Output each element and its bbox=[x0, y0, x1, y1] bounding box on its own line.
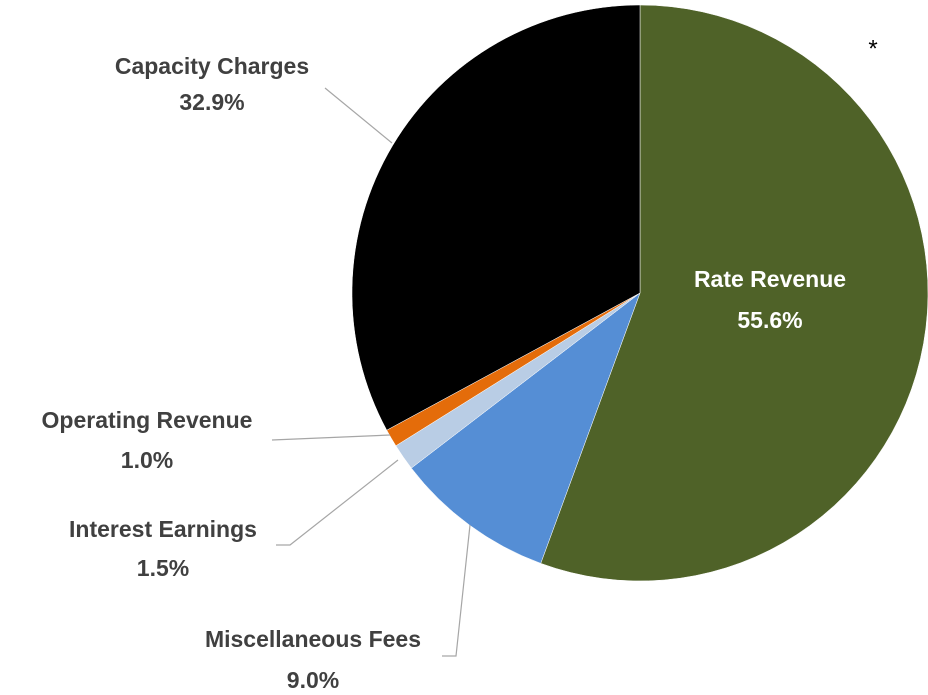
slice-label: Interest Earnings bbox=[69, 516, 257, 542]
slice-value-label: 9.0% bbox=[287, 667, 339, 693]
slice-value-label: 32.9% bbox=[179, 89, 244, 115]
leader-lines bbox=[271, 87, 471, 657]
pie-slice bbox=[351, 4, 641, 431]
slice-label: Rate Revenue bbox=[694, 266, 846, 292]
slice-label: Miscellaneous Fees bbox=[205, 626, 421, 652]
leader-line bbox=[276, 459, 399, 546]
slice-label: Operating Revenue bbox=[42, 407, 253, 433]
slice-label: Capacity Charges bbox=[115, 53, 309, 79]
leader-line bbox=[271, 434, 391, 441]
pie bbox=[351, 4, 928, 582]
leader-line bbox=[442, 524, 471, 657]
slice-value-label: 1.5% bbox=[137, 555, 189, 581]
slice-value-label: 55.6% bbox=[737, 307, 802, 333]
slice-value-label: 1.0% bbox=[121, 447, 173, 473]
pie-slice bbox=[540, 4, 928, 582]
pie-slice bbox=[410, 292, 641, 564]
leader-line bbox=[324, 87, 393, 144]
annotation: * bbox=[868, 35, 877, 62]
